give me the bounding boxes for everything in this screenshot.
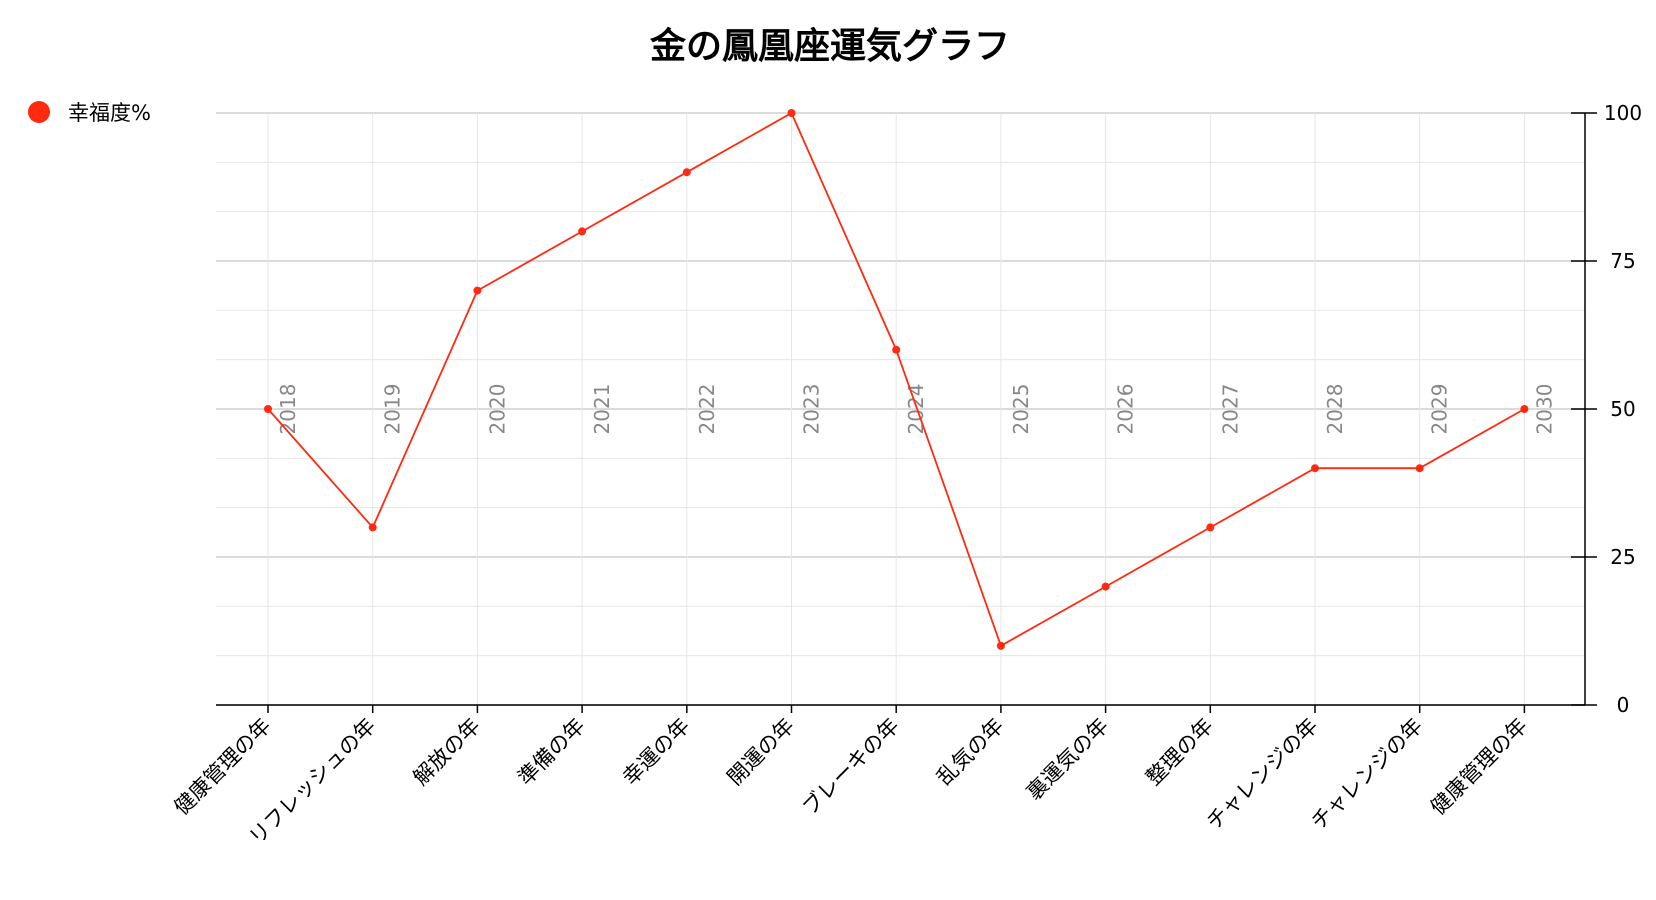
year-label: 2021 — [590, 384, 614, 435]
x-tick-label: 解放の年 — [409, 714, 485, 790]
x-tick-label: 準備の年 — [513, 714, 589, 790]
data-point — [1206, 523, 1215, 532]
year-label: 2030 — [1532, 384, 1556, 435]
data-point — [682, 168, 691, 177]
year-labels: 2018 2019 2020 2021 2022 2023 2024 2025 2026 2027… — [276, 384, 1556, 435]
data-point — [1311, 464, 1319, 473]
year-label: 2018 — [276, 384, 300, 435]
x-tick-label: チャレンジの年 — [1202, 714, 1323, 835]
data-point — [1520, 405, 1529, 413]
data-point — [368, 523, 377, 532]
y-tick-label: 75 — [1610, 249, 1635, 273]
data-point — [996, 641, 1005, 650]
x-tick-label: 整理の年 — [1141, 714, 1217, 790]
y-tick-label: 25 — [1610, 545, 1635, 569]
x-tick-label: 裏運気の年 — [1022, 714, 1113, 805]
year-label: 2023 — [800, 384, 824, 435]
year-label: 2019 — [381, 384, 405, 435]
y-tick-label: 100 — [1604, 101, 1642, 125]
gridlines — [216, 112, 1585, 706]
x-tick-label: 幸運の年 — [618, 714, 694, 790]
data-point — [1101, 582, 1110, 591]
x-tick-label: 健康管理の年 — [1426, 714, 1532, 820]
year-label: 2027 — [1218, 384, 1242, 435]
year-label: 2028 — [1323, 384, 1347, 435]
year-label: 2022 — [695, 384, 719, 435]
x-tick-label: ブレーキの年 — [798, 714, 904, 820]
data-point — [1415, 464, 1424, 473]
year-label: 2029 — [1428, 384, 1452, 435]
y-tick-label: 50 — [1610, 397, 1635, 421]
data-point — [787, 109, 796, 117]
data-point — [892, 345, 901, 354]
data-point — [578, 227, 587, 236]
data-point — [473, 286, 482, 295]
x-tick-label: 健康管理の年 — [169, 714, 275, 820]
x-tick-label: チャレンジの年 — [1306, 714, 1427, 835]
axes: 0 25 50 75 100 — [216, 101, 1642, 717]
legend-marker — [28, 101, 50, 123]
year-label: 2026 — [1114, 384, 1138, 435]
chart-title: 金の鳳凰座運気グラフ — [649, 25, 1010, 67]
year-label: 2025 — [1009, 384, 1033, 435]
y-tick-label: 0 — [1617, 693, 1630, 717]
legend-label: 幸福度% — [68, 101, 151, 125]
year-label: 2020 — [485, 384, 509, 435]
legend: 幸福度% — [28, 101, 151, 125]
series — [264, 109, 1529, 650]
data-point — [264, 405, 272, 413]
x-tick-label: 乱気の年 — [932, 714, 1008, 790]
x-tick-label: 開運の年 — [723, 714, 799, 790]
